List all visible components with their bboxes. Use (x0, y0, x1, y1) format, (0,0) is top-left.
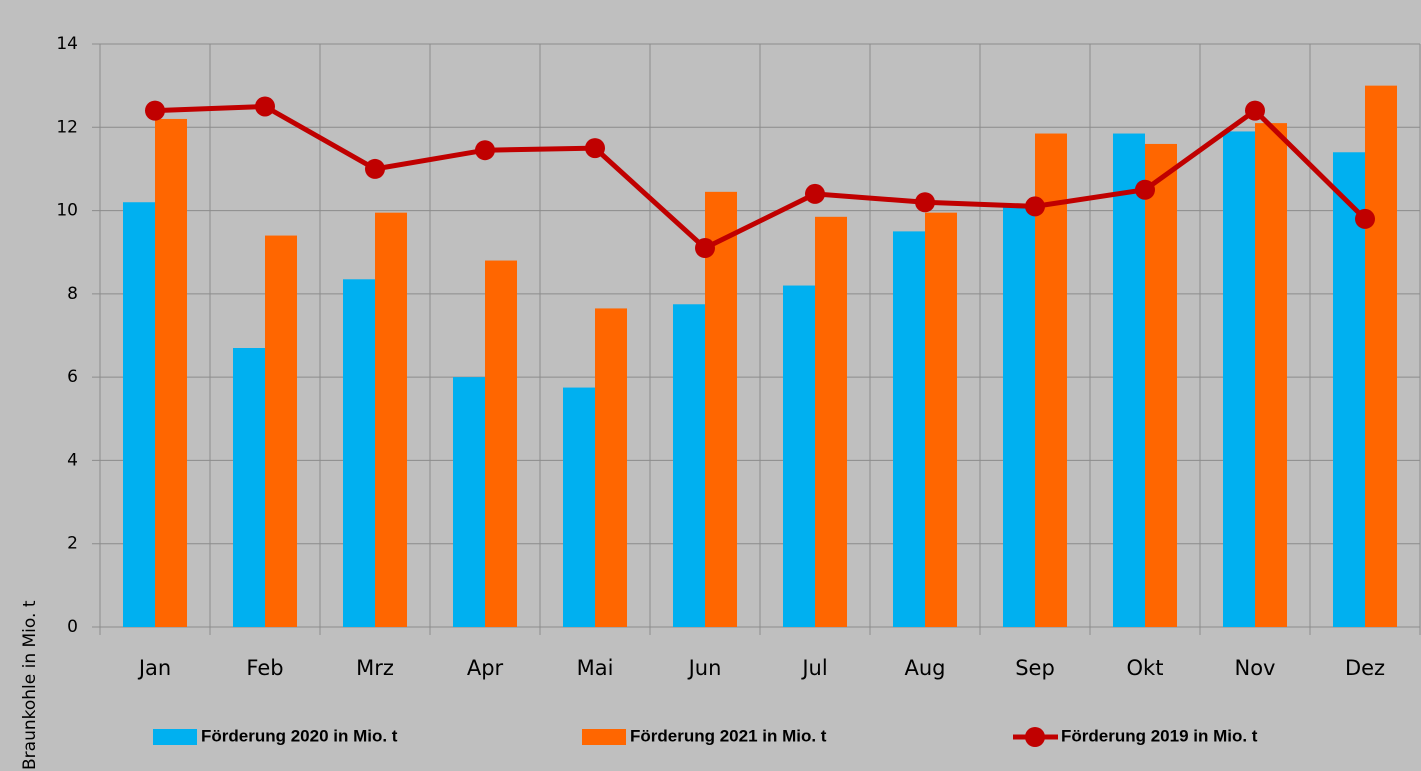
legend-swatch (1025, 727, 1045, 747)
bar (155, 118, 187, 627)
y-axis-label: Braunkohle in Mio. t (20, 600, 40, 770)
bar (783, 285, 815, 627)
bar (1333, 152, 1365, 627)
bar (925, 212, 957, 627)
line-marker (365, 158, 385, 179)
y-tick-label: 4 (67, 450, 78, 470)
line-marker (805, 183, 825, 204)
bar (1035, 133, 1067, 627)
bar (123, 202, 155, 627)
x-tick-label: Aug (904, 656, 945, 680)
x-tick-label: Feb (246, 656, 283, 680)
bar (1003, 206, 1035, 627)
y-tick-label: 8 (67, 284, 78, 304)
bar (1365, 85, 1397, 627)
legend-swatch (582, 729, 626, 745)
line-marker (145, 100, 165, 121)
line-marker (1245, 100, 1265, 121)
line-marker (1135, 179, 1155, 200)
bar (343, 279, 375, 627)
y-tick-label: 0 (67, 617, 78, 637)
x-tick-label: Apr (467, 656, 504, 680)
x-tick-label: Dez (1345, 656, 1385, 680)
bar (375, 212, 407, 627)
bar (705, 191, 737, 627)
line (154, 103, 1367, 252)
y-tick-label: 14 (56, 34, 78, 54)
bar (1145, 143, 1177, 627)
x-tick-label: Sep (1015, 656, 1055, 680)
y-tick-label: 12 (56, 117, 78, 137)
bar (893, 231, 925, 627)
bar (1223, 131, 1255, 627)
line-marker (1025, 196, 1045, 217)
x-tick-label: Mrz (356, 656, 394, 680)
y-tick-label: 6 (67, 367, 78, 387)
legend-label: Förderung 2021 in Mio. t (630, 726, 827, 745)
x-tick-label: Okt (1127, 656, 1164, 680)
y-tick-label: 10 (56, 201, 78, 221)
bar (453, 377, 485, 627)
line-marker (915, 192, 935, 213)
x-tick-label: Jun (687, 656, 722, 680)
x-tick-label: Mai (577, 656, 614, 680)
y-tick-label: 2 (67, 534, 78, 554)
bar (595, 308, 627, 627)
bar (1113, 133, 1145, 627)
bar (485, 260, 517, 627)
legend-label: Förderung 2020 in Mio. t (201, 726, 398, 745)
bar (233, 347, 265, 627)
x-tick-label: Jul (800, 656, 827, 680)
line-marker (475, 140, 495, 161)
bar (1255, 123, 1287, 627)
legend-label: Förderung 2019 in Mio. t (1061, 726, 1258, 745)
bar (673, 304, 705, 627)
line-marker (695, 238, 715, 259)
bar (563, 387, 595, 627)
bar (815, 216, 847, 627)
line-marker (585, 138, 605, 159)
bar (265, 235, 297, 628)
x-tick-label: Nov (1235, 656, 1276, 680)
line-marker (255, 96, 275, 117)
legend-swatch (153, 729, 197, 745)
x-tick-label: Jan (137, 656, 171, 680)
line-marker (1355, 208, 1375, 229)
